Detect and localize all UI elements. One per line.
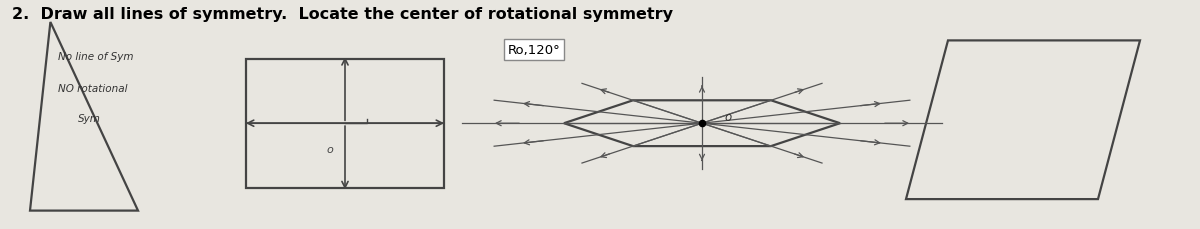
Text: o: o — [725, 110, 732, 123]
Text: No line of Sym: No line of Sym — [58, 52, 133, 62]
Bar — [246, 60, 444, 188]
Text: Sym: Sym — [78, 113, 101, 123]
Text: Ro,120°: Ro,120° — [508, 44, 560, 57]
Text: 2.  Draw all lines of symmetry.  Locate the center of rotational symmetry: 2. Draw all lines of symmetry. Locate th… — [12, 7, 673, 22]
Text: o: o — [326, 144, 334, 154]
Text: NO rotational: NO rotational — [58, 84, 127, 94]
